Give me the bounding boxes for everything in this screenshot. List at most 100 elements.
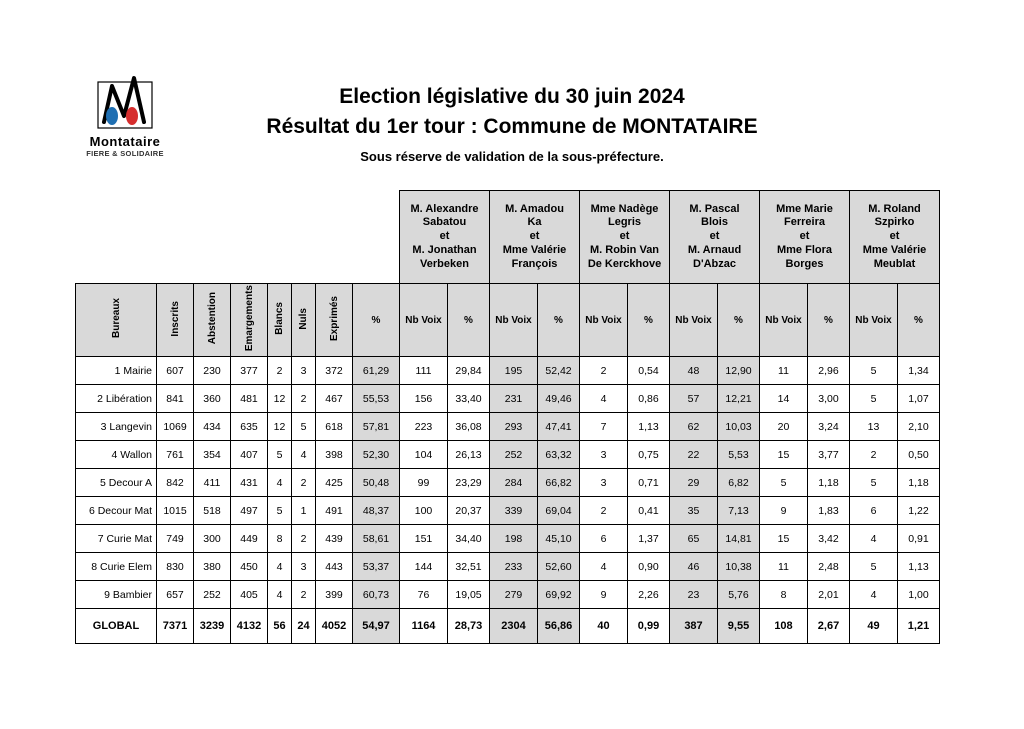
cell: 57,81 — [353, 413, 400, 441]
cell: 5 — [850, 469, 898, 497]
cell: 3,00 — [808, 385, 850, 413]
col-bureaux: Bureaux — [76, 284, 157, 357]
cell: 45,10 — [538, 525, 580, 553]
col-nbvoix: Nb Voix — [670, 284, 718, 357]
cell: 339 — [490, 497, 538, 525]
col-voix-pct: % — [898, 284, 940, 357]
col-blancs: Blancs — [268, 284, 292, 357]
cell: 1,00 — [898, 581, 940, 609]
cell: 3 — [580, 441, 628, 469]
candidate-header: M. AmadouKaetMme ValérieFrançois — [490, 191, 580, 284]
cell: 23,29 — [448, 469, 490, 497]
cell: 6,82 — [718, 469, 760, 497]
cell: 449 — [231, 525, 268, 553]
cell: 55,53 — [353, 385, 400, 413]
cell: 354 — [194, 441, 231, 469]
cell: 2,67 — [808, 609, 850, 644]
cell: 377 — [231, 357, 268, 385]
col-nbvoix: Nb Voix — [580, 284, 628, 357]
table-row: 5 Decour A8424114314242550,489923,292846… — [76, 469, 940, 497]
cell: 198 — [490, 525, 538, 553]
cell: 380 — [194, 553, 231, 581]
cell: 6 — [580, 525, 628, 553]
cell: 2 — [580, 357, 628, 385]
cell: 607 — [157, 357, 194, 385]
cell: 5,76 — [718, 581, 760, 609]
table-row: 3 Langevin106943463512561857,8122336,082… — [76, 413, 940, 441]
cell: 279 — [490, 581, 538, 609]
cell: 99 — [400, 469, 448, 497]
cell: 13 — [850, 413, 898, 441]
cell: 2304 — [490, 609, 538, 644]
cell: 2 — [580, 497, 628, 525]
cell: 52,42 — [538, 357, 580, 385]
cell: 1069 — [157, 413, 194, 441]
cell: 20 — [760, 413, 808, 441]
cell: 518 — [194, 497, 231, 525]
cell: 467 — [316, 385, 353, 413]
cell: 1,18 — [808, 469, 850, 497]
candidate-header-row: M. AlexandreSabatouetM. JonathanVerbeken… — [76, 191, 940, 284]
col-voix-pct: % — [538, 284, 580, 357]
cell: 2,96 — [808, 357, 850, 385]
cell: 4052 — [316, 609, 353, 644]
cell: 0,99 — [628, 609, 670, 644]
cell: 62 — [670, 413, 718, 441]
cell: 0,50 — [898, 441, 940, 469]
cell: 49 — [850, 609, 898, 644]
cell: 431 — [231, 469, 268, 497]
cell: 399 — [316, 581, 353, 609]
cell: 5 — [850, 385, 898, 413]
col-voix-pct: % — [808, 284, 850, 357]
cell: 497 — [231, 497, 268, 525]
cell: 5 — [850, 553, 898, 581]
cell: 2 — [292, 385, 316, 413]
cell: 0,91 — [898, 525, 940, 553]
cell: 4 — [850, 525, 898, 553]
col-voix-pct: % — [628, 284, 670, 357]
header-spacer — [76, 191, 400, 284]
col-abstention: Abstention — [194, 284, 231, 357]
cell: 4 — [268, 469, 292, 497]
cell: 0,54 — [628, 357, 670, 385]
cell: 1,34 — [898, 357, 940, 385]
cell: 387 — [670, 609, 718, 644]
cell: 223 — [400, 413, 448, 441]
results-table-wrap: M. AlexandreSabatouetM. JonathanVerbeken… — [75, 190, 940, 644]
cell: 2 — [268, 357, 292, 385]
cell: 151 — [400, 525, 448, 553]
cell: 2,26 — [628, 581, 670, 609]
cell: 14,81 — [718, 525, 760, 553]
cell: 20,37 — [448, 497, 490, 525]
cell: GLOBAL — [76, 609, 157, 644]
cell: 3,42 — [808, 525, 850, 553]
cell: 4 — [268, 581, 292, 609]
cell: 5 — [850, 357, 898, 385]
cell: 618 — [316, 413, 353, 441]
cell: 439 — [316, 525, 353, 553]
cell: 57 — [670, 385, 718, 413]
cell: 10,03 — [718, 413, 760, 441]
cell: 3 — [292, 357, 316, 385]
cell: 7371 — [157, 609, 194, 644]
cell: 108 — [760, 609, 808, 644]
cell: 33,40 — [448, 385, 490, 413]
cell: 5 — [268, 441, 292, 469]
cell: 2 Libération — [76, 385, 157, 413]
cell: 398 — [316, 441, 353, 469]
cell: 0,90 — [628, 553, 670, 581]
cell: 52,30 — [353, 441, 400, 469]
cell: 24 — [292, 609, 316, 644]
cell: 2 — [292, 525, 316, 553]
cell: 405 — [231, 581, 268, 609]
results-table: M. AlexandreSabatouetM. JonathanVerbeken… — [75, 190, 940, 644]
cell: 5 — [760, 469, 808, 497]
table-head: M. AlexandreSabatouetM. JonathanVerbeken… — [76, 191, 940, 357]
table-row: 4 Wallon7613544075439852,3010426,1325263… — [76, 441, 940, 469]
cell: 1,22 — [898, 497, 940, 525]
cell: 48,37 — [353, 497, 400, 525]
page-title-1: Election législative du 30 juin 2024 — [0, 85, 1024, 109]
cell: 2 — [292, 469, 316, 497]
cell: 49,46 — [538, 385, 580, 413]
cell: 29,84 — [448, 357, 490, 385]
